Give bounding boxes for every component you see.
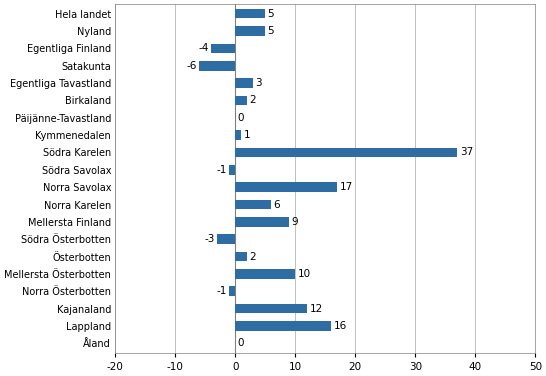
Bar (211, 44, 235, 53)
Text: -6: -6 (186, 61, 197, 71)
Text: 2: 2 (250, 96, 256, 105)
Text: 10: 10 (298, 269, 311, 279)
Bar (235, 182, 337, 192)
Text: 0: 0 (238, 113, 244, 123)
Text: 5: 5 (268, 26, 274, 36)
Text: 6: 6 (274, 200, 280, 209)
Text: 2: 2 (250, 252, 256, 262)
Text: -1: -1 (216, 165, 227, 175)
Bar (217, 234, 235, 244)
Bar (235, 252, 247, 261)
Text: 9: 9 (292, 217, 298, 227)
Text: 5: 5 (268, 9, 274, 19)
Bar (229, 165, 235, 174)
Text: 16: 16 (334, 321, 347, 331)
Text: 17: 17 (340, 182, 353, 192)
Bar (235, 78, 253, 88)
Bar (229, 287, 235, 296)
Bar (235, 269, 295, 279)
Bar (235, 26, 265, 36)
Text: -3: -3 (204, 234, 215, 244)
Bar (235, 148, 457, 157)
Bar (235, 217, 289, 227)
Text: -4: -4 (198, 43, 209, 53)
Text: 1: 1 (244, 130, 250, 140)
Bar (235, 200, 271, 209)
Bar (235, 304, 307, 313)
Text: 37: 37 (460, 147, 473, 158)
Text: -1: -1 (216, 286, 227, 296)
Bar (235, 96, 247, 105)
Bar (235, 130, 241, 140)
Text: 3: 3 (256, 78, 262, 88)
Text: 12: 12 (310, 303, 323, 314)
Bar (235, 9, 265, 18)
Text: 0: 0 (238, 338, 244, 348)
Bar (199, 61, 235, 71)
Bar (235, 321, 331, 331)
